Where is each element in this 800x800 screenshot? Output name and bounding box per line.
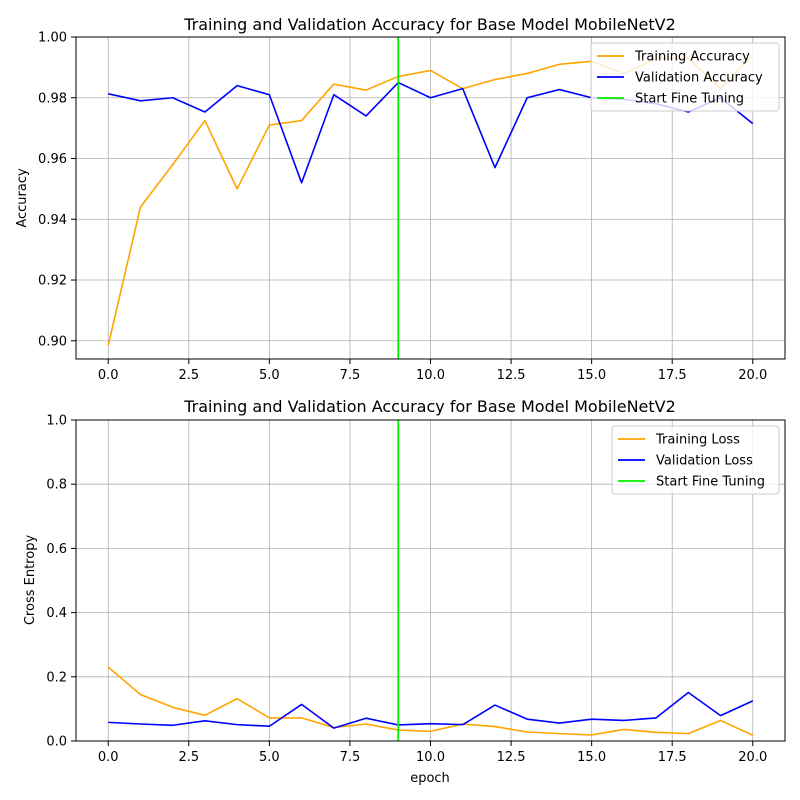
- loss-x-tick-label: 7.5: [340, 750, 361, 765]
- loss-y-tick-label: 0.0: [46, 735, 67, 750]
- loss-x-tick-label: 12.5: [497, 750, 526, 765]
- loss-chart-title: Training and Validation Accuracy for Bas…: [183, 397, 676, 416]
- loss-x-axis-label: epoch: [410, 771, 450, 786]
- accuracy-y-axis-label: Accuracy: [15, 168, 30, 228]
- loss-x-tick-label: 5.0: [259, 750, 280, 765]
- start-fine-tuning-legend-label: Start Fine Tuning: [635, 92, 744, 107]
- accuracy-x-ticks: 0.0 2.5 5.0 7.5 10.0 12.5 15.0 17.5 20.0: [98, 359, 767, 383]
- accuracy-legend-box: [590, 42, 780, 112]
- accuracy-chart-title: Training and Validation Accuracy for Bas…: [183, 15, 676, 34]
- loss-x-tick-label: 0.0: [98, 750, 119, 765]
- loss-x-tick-label: 17.5: [658, 750, 687, 765]
- loss-y-axis-label: Cross Entropy: [23, 535, 38, 626]
- loss-legend-box: [611, 425, 780, 495]
- accuracy-x-tick-label: 17.5: [658, 368, 687, 383]
- validation-loss-legend-label: Validation Loss: [656, 454, 753, 469]
- accuracy-y-tick-label: 1.00: [38, 31, 67, 46]
- loss-subplot: Training and Validation Accuracy for Bas…: [23, 397, 786, 786]
- accuracy-y-tick-label: 0.94: [38, 213, 67, 228]
- accuracy-y-tick-label: 0.96: [38, 152, 67, 167]
- loss-x-tick-label: 2.5: [178, 750, 199, 765]
- accuracy-x-tick-label: 15.0: [577, 368, 606, 383]
- loss-x-ticks: 0.0 2.5 5.0 7.5 10.0 12.5 15.0 17.5 20.0: [98, 741, 767, 765]
- loss-lines: [107, 420, 754, 741]
- accuracy-y-ticks: 0.90 0.92 0.94 0.96 0.98 1.00: [38, 31, 76, 349]
- accuracy-y-tick-label: 0.92: [38, 274, 67, 289]
- validation-loss-line: [108, 691, 754, 729]
- training-loss-line: [107, 666, 754, 736]
- training-loss-legend-label: Training Loss: [655, 433, 740, 448]
- loss-y-tick-label: 0.4: [46, 606, 67, 621]
- accuracy-x-tick-label: 7.5: [340, 368, 361, 383]
- loss-y-tick-label: 0.8: [46, 478, 67, 493]
- accuracy-x-tick-label: 2.5: [178, 368, 199, 383]
- start-fine-tuning-legend-label: Start Fine Tuning: [656, 475, 765, 490]
- accuracy-x-tick-label: 20.0: [738, 368, 767, 383]
- accuracy-y-tick-label: 0.90: [38, 334, 67, 349]
- accuracy-x-tick-label: 10.0: [416, 368, 445, 383]
- training-accuracy-legend-label: Training Accuracy: [634, 50, 750, 65]
- loss-y-tick-label: 0.2: [46, 670, 67, 685]
- loss-y-tick-label: 0.6: [46, 542, 67, 557]
- loss-x-tick-label: 15.0: [577, 750, 606, 765]
- accuracy-x-tick-label: 12.5: [497, 368, 526, 383]
- accuracy-subplot: Training and Validation Accuracy for Bas…: [15, 15, 786, 383]
- loss-y-tick-label: 1.0: [46, 414, 67, 429]
- accuracy-x-tick-label: 5.0: [259, 368, 280, 383]
- accuracy-legend: Training Accuracy Validation Accuracy Star…: [590, 42, 780, 112]
- loss-legend: Training Loss Validation Loss Start Fine T…: [611, 425, 780, 495]
- loss-x-tick-label: 20.0: [738, 750, 767, 765]
- accuracy-y-tick-label: 0.98: [38, 91, 67, 106]
- validation-accuracy-legend-label: Validation Accuracy: [635, 71, 763, 86]
- loss-x-tick-label: 10.0: [416, 750, 445, 765]
- loss-y-ticks: 0.0 0.2 0.4 0.6 0.8 1.0: [46, 414, 76, 750]
- accuracy-x-tick-label: 0.0: [98, 368, 119, 383]
